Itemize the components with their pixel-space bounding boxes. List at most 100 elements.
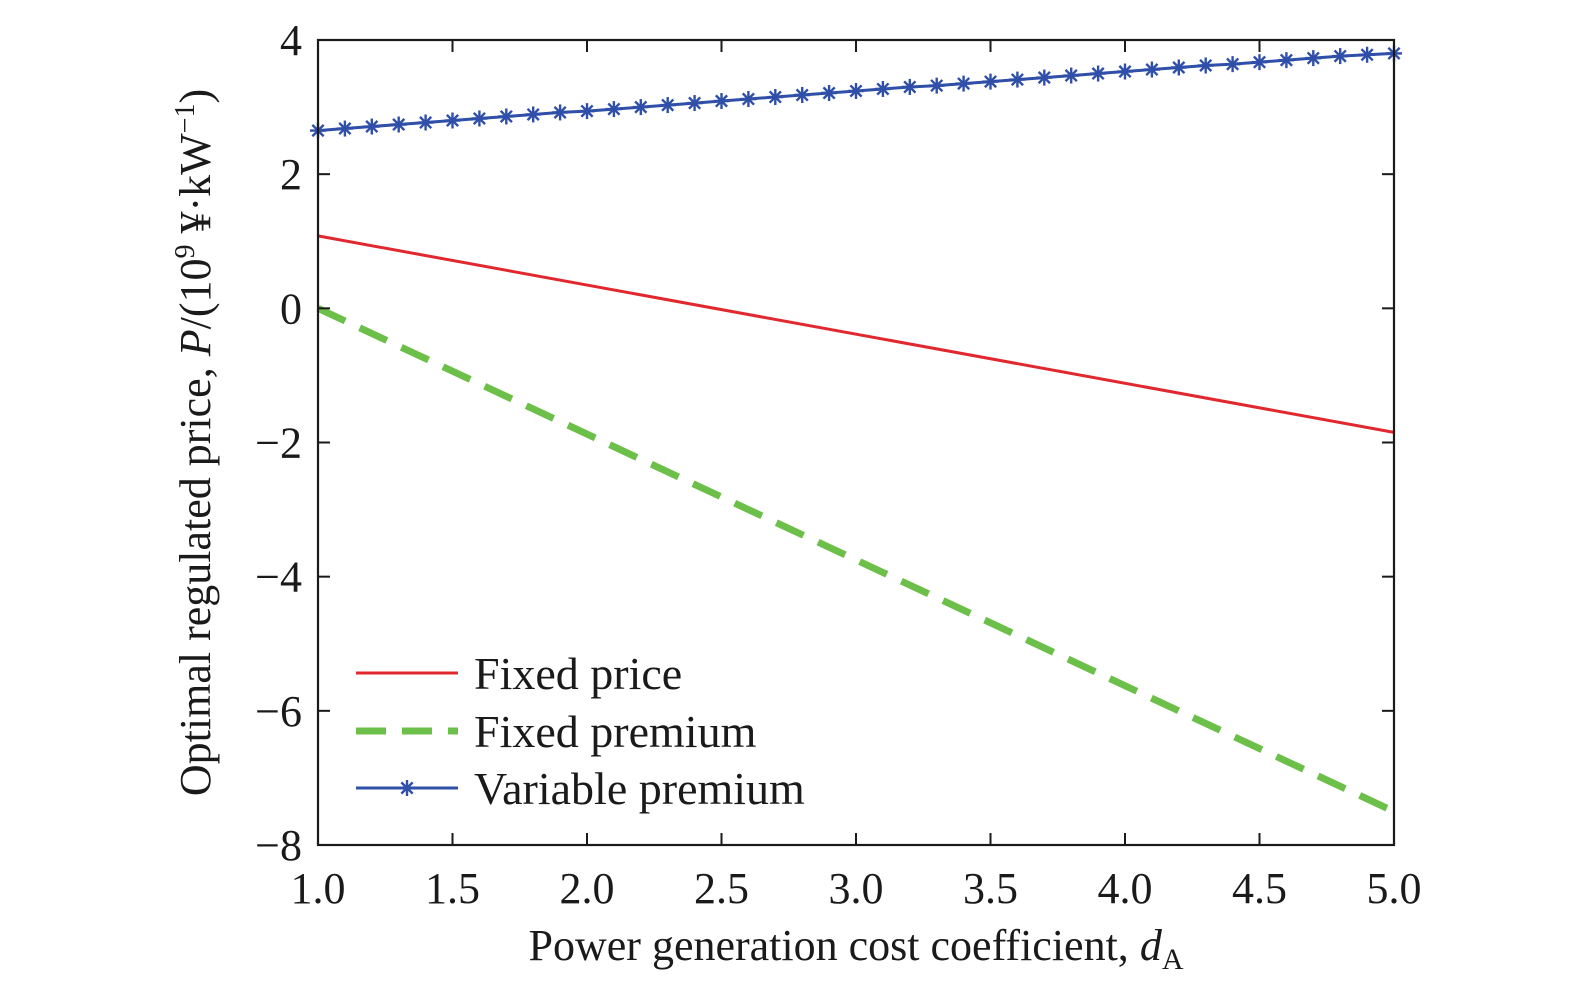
asterisk-stroke bbox=[1333, 49, 1347, 63]
asterisk-stroke bbox=[1279, 53, 1293, 67]
data-point-variable-premium bbox=[632, 99, 649, 116]
asterisk-stroke bbox=[419, 116, 433, 130]
asterisk-stroke bbox=[822, 86, 836, 100]
asterisk-stroke bbox=[876, 82, 890, 96]
asterisk-stroke bbox=[903, 80, 917, 94]
asterisk-stroke bbox=[741, 92, 755, 106]
x-tick-label: 5.0 bbox=[1367, 864, 1422, 913]
series-line-fixed-price bbox=[317, 234, 1395, 434]
asterisk-stroke bbox=[553, 105, 567, 119]
data-point-variable-premium bbox=[874, 80, 891, 97]
x-tick-label: 4.0 bbox=[1098, 864, 1153, 913]
data-point-variable-premium bbox=[767, 89, 784, 106]
data-point-variable-premium bbox=[901, 78, 918, 95]
asterisk-stroke bbox=[1199, 58, 1213, 72]
legend-marker-variable-premium bbox=[399, 780, 415, 796]
x-tick-label: 1.5 bbox=[425, 864, 480, 913]
x-tick-label: 2.5 bbox=[694, 864, 749, 913]
y-tick-label: −6 bbox=[255, 687, 302, 736]
asterisk-stroke bbox=[1306, 51, 1320, 65]
asterisk-stroke bbox=[472, 111, 486, 125]
data-point-variable-premium bbox=[1224, 56, 1241, 73]
asterisk-stroke bbox=[1226, 57, 1240, 71]
data-point-variable-premium bbox=[498, 108, 515, 125]
data-point-variable-premium bbox=[1278, 52, 1295, 69]
x-tick-label: 2.0 bbox=[560, 864, 615, 913]
legend-label-fixed-price: Fixed price bbox=[474, 648, 682, 699]
data-point-variable-premium bbox=[1063, 67, 1080, 84]
data-point-variable-premium bbox=[1009, 71, 1026, 88]
data-point-variable-premium bbox=[740, 91, 757, 108]
y-tick-label: −4 bbox=[255, 553, 302, 602]
data-point-variable-premium bbox=[1036, 69, 1053, 86]
data-point-variable-premium bbox=[1090, 65, 1107, 82]
series-variable-premium bbox=[310, 45, 1402, 139]
axis-ticks: 1.0 1.5 2.0 2.5 3.0 3.5 4.0 4.5 5.0 −8 −6 −4 −2 0 2 4 bbox=[255, 16, 1421, 913]
asterisk-stroke bbox=[445, 113, 460, 128]
y-tick-label: −8 bbox=[255, 821, 302, 870]
series-fixed-price bbox=[317, 234, 1395, 434]
y-tick-label: 0 bbox=[280, 284, 302, 333]
data-point-variable-premium bbox=[1117, 63, 1133, 80]
data-point-variable-premium bbox=[794, 87, 811, 104]
asterisk-stroke bbox=[338, 122, 352, 136]
data-point-variable-premium bbox=[928, 77, 945, 94]
data-point-variable-premium bbox=[1143, 61, 1160, 78]
x-axis-label: Power generation cost coefficient, dA bbox=[529, 921, 1184, 976]
asterisk-stroke bbox=[1360, 48, 1374, 62]
asterisk-stroke bbox=[365, 120, 379, 134]
x-tick-label: 3.0 bbox=[829, 864, 884, 913]
x-tick-label: 3.5 bbox=[963, 864, 1018, 913]
legend-label-variable-premium: Variable premium bbox=[474, 763, 805, 814]
asterisk-stroke bbox=[1091, 67, 1105, 81]
asterisk-stroke bbox=[768, 90, 782, 104]
data-point-variable-premium bbox=[686, 95, 703, 112]
data-point-variable-premium bbox=[605, 101, 622, 118]
data-point-variable-premium bbox=[848, 82, 864, 99]
data-point-variable-premium bbox=[821, 84, 838, 101]
asterisk-stroke bbox=[957, 77, 971, 91]
data-point-variable-premium bbox=[1197, 57, 1214, 74]
asterisk-stroke bbox=[714, 94, 729, 108]
data-point-variable-premium bbox=[336, 120, 353, 137]
asterisk-stroke bbox=[688, 96, 702, 110]
data-point-variable-premium bbox=[713, 93, 730, 110]
series-fixed-premium bbox=[316, 305, 1396, 815]
asterisk-stroke bbox=[983, 75, 998, 89]
asterisk-stroke bbox=[1172, 60, 1186, 75]
series-line-fixed-premium bbox=[316, 305, 1396, 815]
asterisk-stroke bbox=[1037, 71, 1051, 85]
y-tick-label: 4 bbox=[280, 16, 302, 65]
asterisk-stroke bbox=[795, 88, 809, 102]
data-point-variable-premium bbox=[1332, 48, 1349, 65]
x-tick-label: 1.0 bbox=[291, 864, 346, 913]
y-axis-label: Optimal regulated price, P/(109 ¥·kW−1) bbox=[170, 89, 220, 796]
asterisk-stroke bbox=[392, 118, 406, 132]
asterisk-stroke bbox=[499, 109, 513, 123]
data-point-variable-premium bbox=[417, 114, 434, 131]
y-tick-label: 2 bbox=[280, 150, 302, 199]
legend: Fixed price Fixed premium Variable premium bbox=[356, 648, 805, 814]
asterisk-stroke bbox=[634, 100, 648, 114]
data-point-variable-premium bbox=[363, 118, 380, 135]
data-point-variable-premium bbox=[1359, 46, 1376, 63]
asterisk-stroke bbox=[1010, 73, 1024, 87]
asterisk-stroke bbox=[930, 79, 944, 93]
legend-label-fixed-premium: Fixed premium bbox=[474, 706, 757, 757]
data-point-variable-premium bbox=[552, 104, 569, 121]
asterisk-stroke bbox=[1145, 63, 1159, 77]
asterisk-stroke bbox=[580, 104, 594, 118]
data-point-variable-premium bbox=[525, 106, 542, 123]
data-point-variable-premium bbox=[982, 73, 999, 90]
data-point-variable-premium bbox=[659, 97, 676, 114]
data-point-variable-premium bbox=[1251, 54, 1268, 71]
asterisk-stroke bbox=[526, 107, 540, 121]
data-point-variable-premium bbox=[579, 103, 595, 120]
data-point-variable-premium bbox=[1170, 59, 1187, 76]
data-point-variable-premium bbox=[471, 110, 488, 127]
data-point-variable-premium bbox=[444, 112, 461, 129]
data-point-variable-premium bbox=[390, 116, 407, 133]
data-point-variable-premium bbox=[955, 75, 972, 92]
data-point-variable-premium bbox=[1305, 50, 1322, 67]
